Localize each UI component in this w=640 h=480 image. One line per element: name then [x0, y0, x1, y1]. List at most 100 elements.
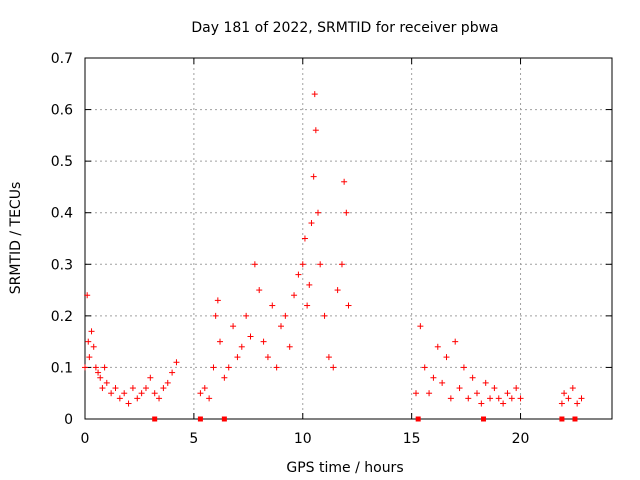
data-point: [151, 390, 158, 397]
data-point: [413, 390, 420, 397]
x-tick-label: 10: [294, 431, 312, 447]
y-tick-label: 0.1: [51, 360, 73, 376]
data-point: [156, 395, 163, 402]
axis-ticks: 0 5 10 15 20 0 0.1 0.2 0.3 0.4 0.5 0.6 0.7: [51, 51, 612, 447]
data-point: [443, 354, 450, 361]
data-point: [243, 312, 250, 319]
data-point: [487, 395, 494, 402]
data-point: [260, 338, 267, 345]
data-point: [134, 395, 141, 402]
data-point: [92, 364, 99, 371]
data-point: [315, 209, 322, 216]
data-point: [164, 379, 171, 386]
y-tick-label: 0.2: [51, 309, 73, 325]
data-point: [330, 364, 337, 371]
data-point: [321, 312, 328, 319]
gap-markers: [152, 416, 578, 422]
data-point: [491, 385, 498, 392]
gap-marker: [152, 416, 158, 422]
data-point: [295, 271, 302, 278]
data-point: [317, 261, 324, 268]
data-point: [108, 390, 115, 397]
data-point: [210, 364, 217, 371]
data-point: [214, 297, 221, 304]
y-tick-label: 0.5: [51, 154, 73, 170]
data-point: [478, 400, 485, 407]
data-point: [282, 312, 289, 319]
data-point: [206, 395, 213, 402]
data-point: [312, 127, 319, 134]
data-point: [508, 395, 515, 402]
gap-marker: [572, 416, 578, 422]
data-point: [439, 379, 446, 386]
data-point: [230, 323, 237, 330]
data-point: [517, 395, 524, 402]
grid-lines: [85, 58, 612, 419]
data-point: [173, 359, 180, 366]
data-point: [304, 302, 311, 309]
y-tick-label: 0.4: [51, 206, 73, 222]
data-point: [256, 287, 263, 294]
data-point: [147, 374, 154, 381]
data-point: [234, 354, 241, 361]
data-point: [310, 173, 317, 180]
data-point: [565, 395, 572, 402]
data-point: [125, 400, 132, 407]
data-point: [578, 395, 585, 402]
data-point: [99, 385, 106, 392]
data-point: [129, 385, 136, 392]
x-tick-label: 20: [512, 431, 530, 447]
chart-title: Day 181 of 2022, SRMTID for receiver pbw…: [191, 20, 498, 36]
data-point: [225, 364, 232, 371]
data-point: [212, 312, 219, 319]
data-point: [251, 261, 258, 268]
data-point: [286, 343, 293, 350]
data-point: [452, 338, 459, 345]
data-point: [306, 281, 313, 288]
gap-marker: [415, 416, 421, 422]
x-tick-label: 0: [81, 431, 90, 447]
data-point: [308, 220, 315, 227]
data-point: [88, 328, 95, 335]
data-point: [338, 261, 345, 268]
y-tick-label: 0.7: [51, 51, 73, 67]
data-point: [343, 209, 350, 216]
data-point: [160, 385, 167, 392]
data-point: [434, 343, 441, 350]
data-point: [169, 369, 176, 376]
data-point: [301, 235, 308, 242]
data-point: [299, 261, 306, 268]
data-point: [334, 287, 341, 294]
data-point: [101, 364, 108, 371]
data-point: [116, 395, 123, 402]
data-point: [273, 364, 280, 371]
data-point: [421, 364, 428, 371]
data-point: [558, 400, 565, 407]
data-point: [84, 292, 91, 299]
data-point: [325, 354, 332, 361]
x-axis-label: GPS time / hours: [286, 460, 403, 476]
data-point: [447, 395, 454, 402]
y-tick-label: 0.3: [51, 257, 73, 273]
data-point: [112, 385, 119, 392]
data-point: [86, 354, 93, 361]
data-point: [473, 390, 480, 397]
data-point: [97, 374, 104, 381]
data-point: [430, 374, 437, 381]
gap-marker: [197, 416, 203, 422]
data-point: [482, 379, 489, 386]
data-point: [460, 364, 467, 371]
data-point: [465, 395, 472, 402]
data-point: [217, 338, 224, 345]
data-point: [269, 302, 276, 309]
data-point: [504, 390, 511, 397]
data-point: [513, 385, 520, 392]
data-point: [103, 379, 110, 386]
data-point: [82, 364, 88, 371]
data-point: [221, 374, 228, 381]
data-point: [142, 385, 149, 392]
data-point: [311, 91, 318, 98]
data-point: [121, 390, 128, 397]
gap-marker: [481, 416, 487, 422]
